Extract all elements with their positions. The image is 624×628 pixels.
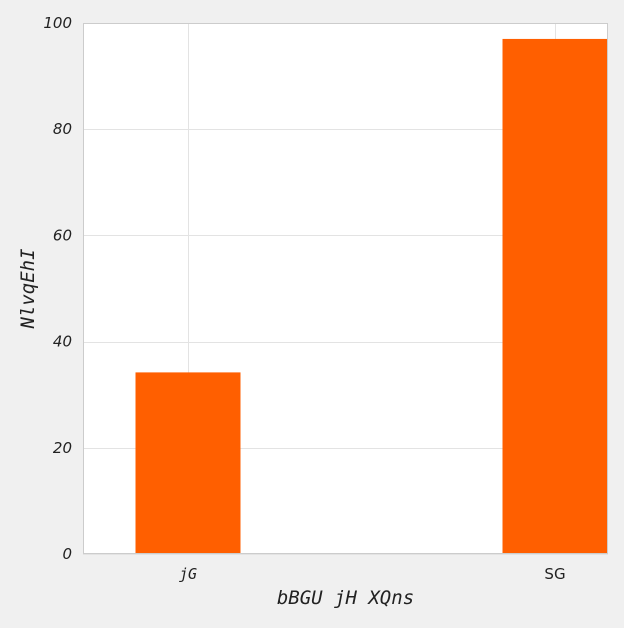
- bar-SG: [502, 38, 608, 555]
- y-tick-label: 0: [62, 545, 72, 563]
- bar-jG: [135, 372, 241, 554]
- x-tick-label: SG: [544, 565, 565, 583]
- y-tick-label: 60: [53, 226, 72, 244]
- plot-frame: [83, 23, 608, 554]
- y-tick-label: 80: [53, 120, 72, 138]
- y-tick-label: 100: [43, 14, 72, 32]
- bars: [135, 38, 608, 555]
- y-tick-label: 40: [53, 333, 72, 351]
- x-axis-label: bBGU jH XQns: [277, 587, 414, 609]
- y-tick-label: 20: [53, 439, 72, 457]
- x-tick-label: jG: [179, 565, 197, 583]
- x-axis-ticks: jG SG: [179, 565, 566, 583]
- y-axis-ticks: 0 20 40 60 80 100: [43, 14, 72, 563]
- y-axis-label: NlvqEhI: [17, 248, 39, 329]
